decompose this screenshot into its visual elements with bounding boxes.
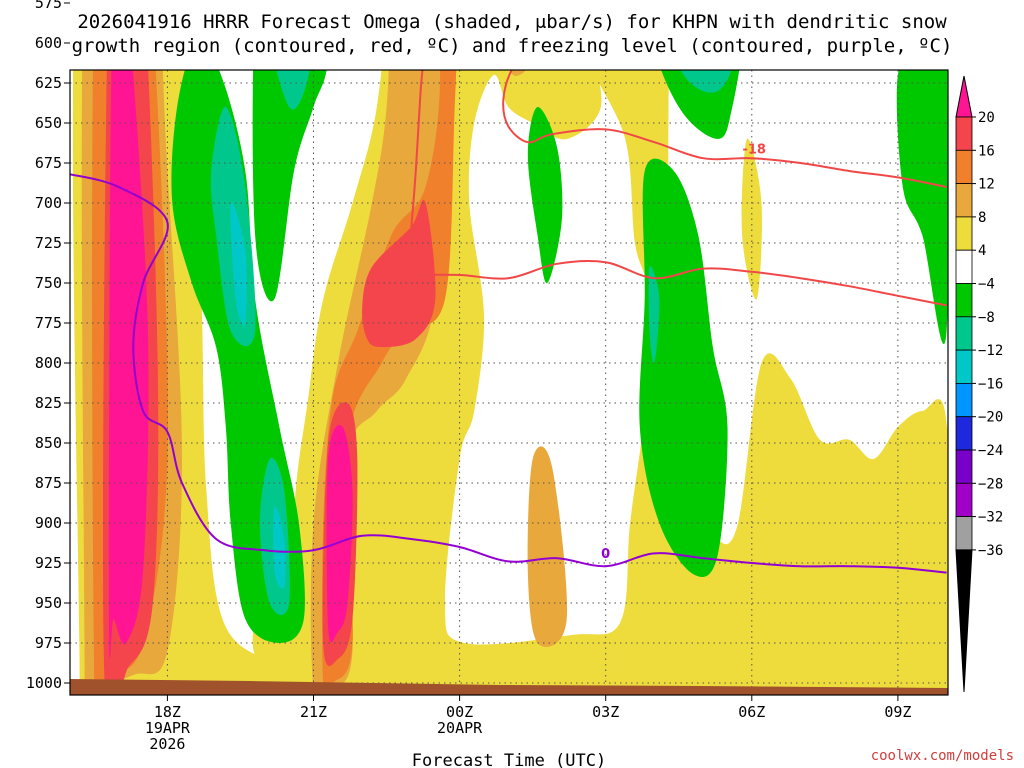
omega-region-minus8-4 — [648, 266, 660, 364]
colorbar-bin-10 — [955, 416, 973, 451]
omega-region-plus8-3 — [527, 446, 568, 647]
colorbar-bin-2 — [955, 149, 973, 185]
dendritic-contour-left — [405, 70, 424, 276]
colorbar-label-11: −28 — [978, 476, 1003, 492]
x-tick-label-06Z: 06Z — [738, 703, 765, 721]
y-tick-label-725: 725 — [35, 234, 62, 252]
omega-region-minus12-2 — [273, 506, 286, 589]
omega-region-plus8-2 — [509, 70, 527, 76]
contours: -18 0 — [70, 70, 947, 574]
colorbar-bin-6 — [955, 283, 973, 318]
x-tick-label-2026: 2026 — [149, 735, 185, 753]
omega-region-minus12-1 — [230, 201, 247, 326]
omega-region-minus4-4 — [639, 158, 728, 578]
y-tick-label-850: 850 — [35, 434, 62, 452]
plot-area: -18 0 — [70, 70, 948, 695]
colorbar-top-arrow — [955, 75, 973, 118]
omega-region-minus4-1 — [252, 70, 327, 302]
omega-shading — [70, 70, 948, 695]
omega-region-minus8-3 — [680, 70, 732, 93]
colorbar-label-2: 12 — [978, 177, 995, 193]
credit-text: coolwx.com/models — [871, 748, 1014, 764]
chart-title-line-2: growth region (contoured, red, ºC) and f… — [72, 35, 953, 57]
colorbar-label-6: −8 — [978, 310, 995, 326]
colorbar-label-7: −12 — [978, 343, 1003, 359]
gridlines — [70, 70, 948, 695]
colorbar-bin-9 — [955, 382, 973, 418]
y-tick-label-900: 900 — [35, 514, 62, 532]
colorbar-label-3: 8 — [978, 210, 986, 226]
plot-frame — [69, 69, 949, 696]
x-tick-label-20APR: 20APR — [437, 719, 483, 737]
y-tick-label-575: 575 — [35, 0, 62, 12]
colorbar-label-5: −4 — [978, 277, 995, 293]
y-tick-label-650: 650 — [35, 114, 62, 132]
y-tick-label-700: 700 — [35, 194, 62, 212]
y-tick-label-1000: 1000 — [26, 674, 62, 692]
dendritic-contour-minus18 — [502, 70, 947, 188]
contour-label-zero: 0 — [601, 547, 610, 562]
y-tick-label-875: 875 — [35, 474, 62, 492]
omega-region-minus8-1 — [276, 70, 310, 110]
colorbar-label-12: −32 — [978, 510, 1003, 526]
colorbar-label-10: −24 — [978, 443, 1003, 459]
y-tick-label-775: 775 — [35, 314, 62, 332]
colorbar-bin-11 — [955, 449, 973, 484]
colorbar-bin-12 — [955, 482, 973, 517]
colorbar-bin-13 — [955, 516, 973, 551]
y-tick-label-750: 750 — [35, 274, 62, 292]
y-tick-label-625: 625 — [35, 74, 62, 92]
x-tick-label-19APR: 19APR — [145, 719, 191, 737]
x-tick-label-18Z: 18Z — [154, 703, 181, 721]
contour-label-minus18: -18 — [742, 142, 766, 157]
y-tick-label-950: 950 — [35, 594, 62, 612]
colorbar: 20 16 12 8 4 −4 −8 −12 −16 −20 −24 −28 −32 −36 — [955, 75, 1003, 693]
colorbar-bottom-arrow — [955, 549, 973, 693]
x-axis-label: Forecast Time (UTC) — [412, 751, 606, 768]
colorbar-label-4: 4 — [978, 243, 986, 259]
y-tick-label-825: 825 — [35, 394, 62, 412]
dendritic-contour-lower — [410, 259, 947, 307]
terrain-ground — [70, 679, 948, 695]
freezing-level-contour — [70, 173, 947, 574]
colorbar-label-0: 20 — [978, 110, 995, 126]
colorbar-label-8: −16 — [978, 376, 1003, 392]
omega-region-minus4-2 — [527, 106, 563, 284]
x-tick-label-09Z: 09Z — [884, 703, 911, 721]
y-tick-label-925: 925 — [35, 554, 62, 572]
colorbar-label-13: −36 — [978, 543, 1003, 559]
colorbar-bin-8 — [955, 349, 973, 384]
y-axis: 5255505756006256506757007257507758008258… — [26, 0, 70, 692]
y-tick-label-800: 800 — [35, 354, 62, 372]
omega-region-plus16-2 — [362, 199, 436, 347]
colorbar-label-1: 16 — [978, 143, 995, 159]
colorbar-label-9: −20 — [978, 410, 1003, 426]
y-tick-label-975: 975 — [35, 634, 62, 652]
colorbar-bin-3 — [955, 183, 973, 218]
omega-region-minus4-5 — [896, 70, 948, 344]
colorbar-bin-4 — [955, 216, 973, 251]
y-tick-label-675: 675 — [35, 154, 62, 172]
omega-region-plus20-1 — [326, 425, 353, 643]
x-tick-label-00Z: 00Z — [446, 703, 473, 721]
omega-region-plus4-5 — [921, 466, 948, 695]
x-tick-label-03Z: 03Z — [592, 703, 619, 721]
omega-region-plus20-0 — [108, 70, 149, 659]
colorbar-bin-5 — [955, 249, 973, 284]
colorbar-bin-1 — [955, 116, 973, 151]
colorbar-bin-7 — [955, 316, 973, 351]
chart-title-line-1: 2026041916 HRRR Forecast Omega (shaded, … — [77, 11, 947, 33]
y-tick-label-600: 600 — [35, 34, 62, 52]
x-tick-label-21Z: 21Z — [300, 703, 327, 721]
